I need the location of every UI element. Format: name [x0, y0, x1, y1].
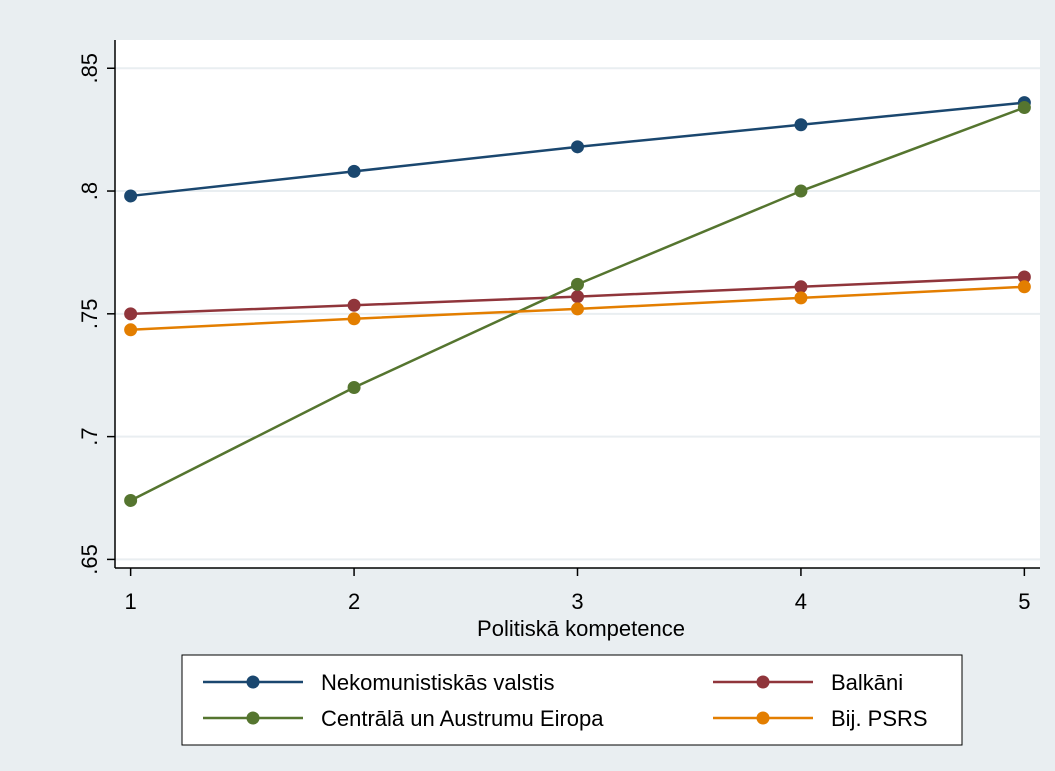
data-point-1-1 — [347, 298, 361, 312]
data-point-3-1 — [347, 312, 361, 326]
legend-label-0: Nekomunistiskās valstis — [321, 670, 555, 695]
data-point-1-4 — [1017, 270, 1031, 284]
data-point-1-2 — [571, 290, 584, 304]
x-tick-label: 2 — [348, 589, 360, 614]
data-point-3-2 — [571, 302, 584, 316]
y-tick-label: .8 — [77, 182, 102, 200]
data-point-3-3 — [794, 291, 808, 305]
legend-marker-0 — [246, 675, 260, 689]
x-tick-label: 4 — [795, 589, 807, 614]
y-tick-label: .85 — [77, 53, 102, 84]
legend-marker-1 — [756, 675, 770, 689]
legend-marker-3 — [756, 711, 770, 725]
data-point-2-3 — [794, 184, 808, 198]
data-point-2-2 — [571, 277, 584, 291]
legend-label-2: Centrālā un Austrumu Eiropa — [321, 706, 604, 731]
data-point-3-4 — [1017, 280, 1031, 294]
data-point-2-4 — [1017, 101, 1031, 115]
data-point-0-0 — [124, 189, 138, 203]
legend-marker-2 — [246, 711, 260, 725]
y-tick-label: .65 — [77, 544, 102, 575]
data-point-3-0 — [124, 323, 138, 337]
x-tick-label: 3 — [571, 589, 583, 614]
y-tick-label: .7 — [77, 427, 102, 445]
data-point-0-2 — [571, 140, 584, 154]
data-point-2-1 — [347, 380, 361, 394]
series-group — [124, 96, 1031, 507]
legend-label-3: Bij. PSRS — [831, 706, 928, 731]
data-point-0-1 — [347, 164, 361, 178]
y-tick-label: .75 — [77, 299, 102, 330]
data-point-1-3 — [794, 280, 808, 294]
x-tick-label: 1 — [125, 589, 137, 614]
data-point-2-0 — [124, 493, 138, 507]
axes: .65 .7 .75 .8 .85 1 2 3 4 5 — [77, 40, 1040, 614]
data-point-1-0 — [124, 307, 138, 321]
data-point-0-3 — [794, 118, 808, 132]
x-tick-label: 5 — [1018, 589, 1030, 614]
x-axis-title: Politiskā kompetence — [477, 616, 685, 641]
legend-box — [181, 654, 963, 746]
legend: Nekomunistiskās valstis Balkāni Centrālā u… — [181, 654, 963, 746]
legend-label-1: Balkāni — [831, 670, 903, 695]
